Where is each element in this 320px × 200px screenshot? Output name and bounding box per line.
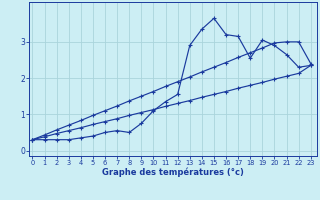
- X-axis label: Graphe des températures (°c): Graphe des températures (°c): [102, 167, 244, 177]
